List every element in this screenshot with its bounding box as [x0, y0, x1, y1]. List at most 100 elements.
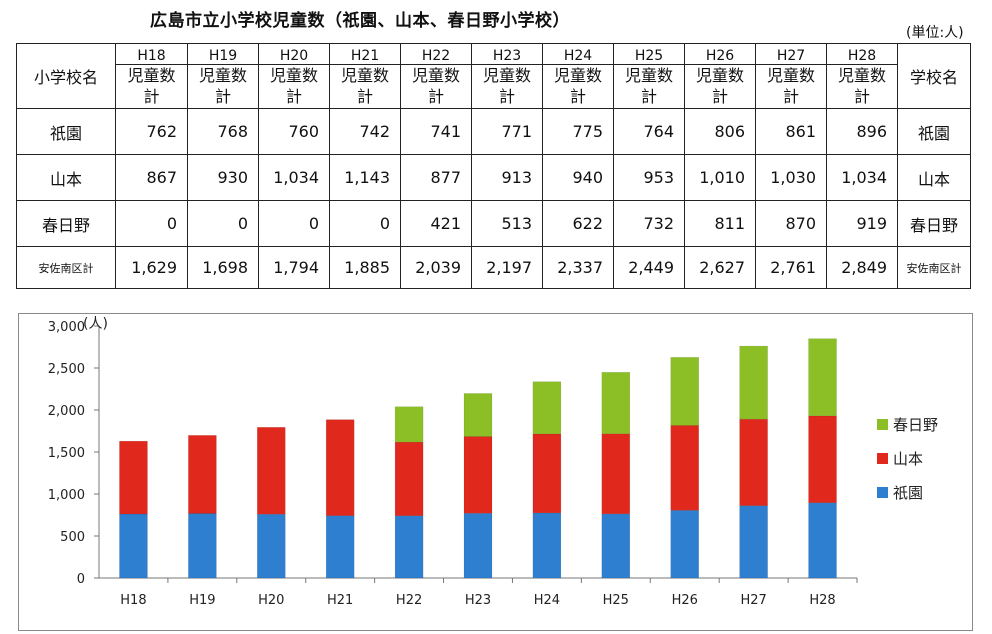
year-header: H18	[115, 43, 188, 65]
x-tick-label: H27	[740, 593, 766, 608]
school-name-cell: 山本	[16, 154, 116, 201]
bar-segment	[119, 513, 148, 579]
legend-swatch	[877, 487, 888, 498]
column-label: 児童数計	[329, 64, 401, 109]
year-header: H25	[613, 43, 685, 65]
value-cell: 760	[258, 108, 330, 155]
bar-segment	[601, 513, 631, 579]
bar-segment	[394, 441, 424, 517]
school-name-cell: 祇園	[16, 108, 116, 155]
bar-segment	[463, 512, 493, 579]
bar-segment	[119, 440, 148, 515]
total-value-cell: 2,039	[400, 246, 472, 289]
total-value-cell: 1,629	[115, 246, 188, 289]
value-cell: 771	[471, 108, 543, 155]
value-cell: 896	[826, 108, 898, 155]
total-value-cell: 2,627	[684, 246, 756, 289]
y-tick-label: 2,500	[48, 362, 85, 377]
value-cell: 741	[400, 108, 472, 155]
x-tick-label: H26	[672, 593, 698, 608]
year-header: H28	[826, 43, 898, 65]
year-header: H27	[755, 43, 827, 65]
column-label: 児童数計	[613, 64, 685, 109]
column-label-line2: 計	[143, 87, 160, 106]
table-row: 山本 867 930 1,034 1,143 877 913 940 953 1,010 1,030…	[16, 154, 971, 201]
bar-segment	[463, 436, 493, 514]
bar-segment	[601, 433, 631, 515]
column-label: 児童数計	[400, 64, 472, 109]
header-school-name-right: 学校名	[897, 43, 971, 109]
column-label-line2: 計	[853, 87, 870, 106]
header-school-name: 小学校名	[16, 43, 116, 109]
y-tick-label: 2,000	[48, 404, 85, 419]
bar-segment	[532, 381, 562, 435]
column-label: 児童数計	[471, 64, 543, 109]
column-label: 児童数計	[755, 64, 827, 109]
column-label-line1: 児童数	[482, 66, 531, 85]
total-value-cell: 1,698	[187, 246, 259, 289]
column-label-row: 児童数計 児童数計 児童数計 児童数計 児童数計 児童数計 児童数計 児童数計 …	[17, 64, 971, 109]
bar-segment	[188, 513, 217, 579]
bar-segment	[808, 338, 837, 417]
total-value-cell: 2,449	[613, 246, 685, 289]
x-tick-label: H23	[465, 593, 491, 608]
value-cell: 768	[187, 108, 259, 155]
column-label-line2: 計	[569, 87, 586, 106]
x-tick-label: H21	[327, 593, 353, 608]
bar-segment	[808, 502, 837, 579]
total-value-cell: 2,761	[755, 246, 827, 289]
value-cell: 0	[187, 200, 259, 247]
column-label-line2: 計	[782, 87, 799, 106]
year-header: H20	[258, 43, 330, 65]
value-cell: 913	[471, 154, 543, 201]
bar-segment	[601, 372, 631, 435]
column-label: 児童数計	[187, 64, 259, 109]
value-cell: 775	[542, 108, 614, 155]
year-header: H21	[329, 43, 401, 65]
value-cell: 1,034	[258, 154, 330, 201]
value-cell: 861	[755, 108, 827, 155]
x-tick-label: H19	[189, 593, 215, 608]
x-tick-label: H20	[258, 593, 284, 608]
legend-swatch	[877, 453, 888, 464]
bar-segment	[257, 513, 286, 579]
year-header: H19	[187, 43, 259, 65]
year-header-row: 小学校名 H18 H19 H20 H21 H22 H23 H24 H25 H26…	[16, 43, 971, 109]
y-tick-label: 0	[77, 572, 85, 587]
bar-segment	[670, 425, 699, 511]
table-row: 春日野 0 0 0 0 421 513 622 732 811 870 919 春日野	[16, 200, 971, 247]
value-cell: 732	[613, 200, 685, 247]
y-tick-label: 1,500	[48, 446, 85, 461]
page-title: 広島市立小学校児童数（祇園、山本、春日野小学校）	[150, 11, 570, 31]
column-label-line2: 計	[427, 87, 444, 106]
value-cell: 742	[329, 108, 401, 155]
value-cell: 0	[329, 200, 401, 247]
total-value-cell: 1,794	[258, 246, 330, 289]
y-unit-label: (人)	[83, 316, 108, 332]
column-label: 児童数計	[542, 64, 614, 109]
total-name-right-cell: 安佐南区計	[897, 246, 971, 289]
year-header: H22	[400, 43, 472, 65]
bar-segment	[739, 418, 768, 506]
bar-segment	[325, 419, 355, 516]
column-label-line1: 児童数	[553, 66, 602, 85]
bar-segment	[463, 393, 493, 437]
bar-segment	[394, 406, 424, 443]
total-value-cell: 1,885	[329, 246, 401, 289]
student-count-table: 小学校名 H18 H19 H20 H21 H22 H23 H24 H25 H26…	[16, 43, 971, 289]
value-cell: 940	[542, 154, 614, 201]
column-label-line1: 児童数	[269, 66, 318, 85]
value-cell: 1,034	[826, 154, 898, 201]
y-tick-label: 1,000	[48, 488, 85, 503]
bar-segment	[188, 435, 217, 514]
x-tick-label: H28	[809, 593, 835, 608]
bar-segment	[670, 510, 699, 579]
column-label: 児童数計	[258, 64, 330, 109]
bar-segment	[394, 515, 424, 579]
column-label-line1: 児童数	[198, 66, 247, 85]
total-value-cell: 2,197	[471, 246, 543, 289]
value-cell: 811	[684, 200, 756, 247]
column-label-line2: 計	[285, 87, 302, 106]
column-label-line1: 児童数	[340, 66, 389, 85]
school-name-cell: 春日野	[16, 200, 116, 247]
